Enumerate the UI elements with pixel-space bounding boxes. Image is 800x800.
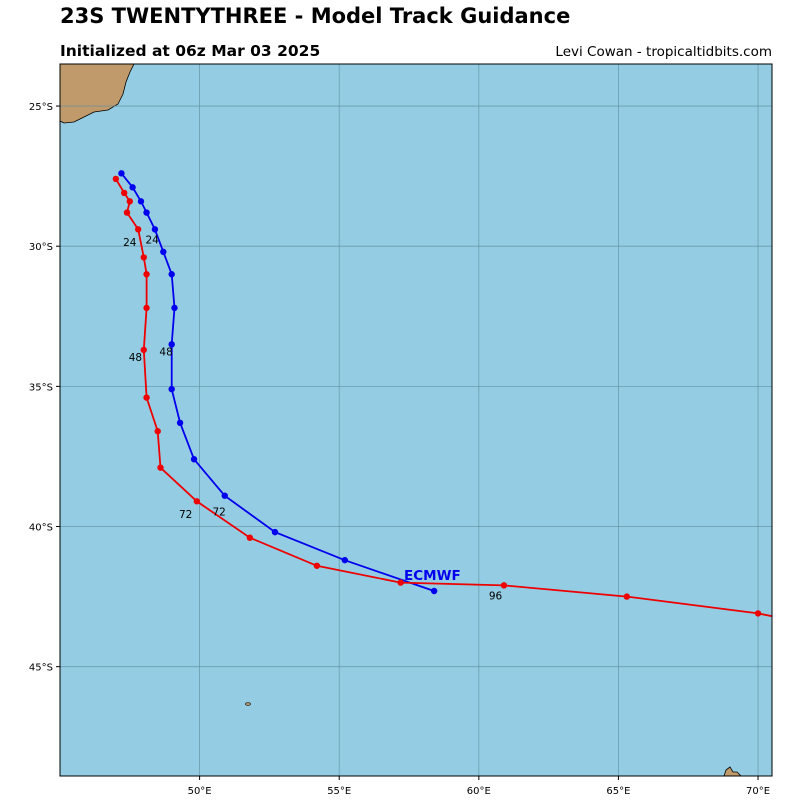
forecast-hour-label: 24 [123, 237, 137, 249]
track-point-blue [190, 456, 198, 463]
track-point-blue [171, 304, 178, 312]
track-point-red [154, 428, 161, 435]
track-point-red [143, 271, 150, 278]
track-line-red [115, 178, 772, 618]
track-point-red [140, 346, 147, 354]
track-point-red [313, 562, 321, 569]
madagascar-landmass [60, 64, 135, 124]
track-point-blue [176, 419, 184, 427]
track-point-blue [221, 492, 228, 499]
track-point-blue [151, 226, 159, 233]
track-point-blue [160, 248, 167, 256]
island-landmass [723, 766, 742, 776]
tracks-layer [112, 170, 772, 618]
y-tick-label: 40°S [29, 523, 53, 534]
y-tick-label: 35°S [29, 382, 53, 393]
track-point-red [193, 498, 201, 505]
axis-ticks: 50°E 55°E 60°E 65°E 70°E 25°S 30°S 35°S 40°S 45°S [29, 102, 770, 797]
track-point-red [140, 254, 147, 261]
track-point-blue [271, 528, 279, 536]
track-point-red [246, 534, 254, 541]
chart-subtitle: Initialized at 06z Mar 03 2025 [60, 42, 321, 60]
track-point-red [157, 464, 164, 471]
ocean-background [60, 64, 772, 776]
hour-labels-layer: 24 48 72 24 48 72 96 [123, 234, 502, 602]
islet-landmass [245, 702, 251, 706]
track-point-red [500, 582, 508, 589]
track-point-blue [341, 556, 348, 564]
track-point-blue [168, 271, 175, 278]
track-point-blue [118, 170, 125, 177]
x-tick-label: 65°E [606, 786, 630, 797]
track-point-red [112, 175, 120, 183]
y-tick-label: 25°S [29, 102, 53, 113]
track-point-red [121, 189, 128, 197]
track-point-red [143, 394, 150, 401]
forecast-hour-label: 96 [489, 590, 503, 602]
track-point-blue [430, 587, 438, 595]
x-tick-label: 60°E [467, 786, 491, 797]
forecast-hour-label: 24 [145, 234, 159, 246]
forecast-hour-label: 72 [179, 509, 192, 521]
x-tick-label: 50°E [188, 786, 212, 797]
track-point-blue [129, 184, 136, 191]
forecast-hour-label: 48 [159, 347, 172, 359]
track-point-blue [143, 209, 150, 216]
y-tick-label: 30°S [29, 242, 53, 253]
forecast-hour-label: 72 [212, 506, 225, 518]
model-label-ecmwf: ECMWF [404, 568, 461, 584]
track-point-red [123, 209, 131, 216]
graticule [60, 64, 772, 776]
x-tick-label: 55°E [327, 786, 351, 797]
track-point-red [126, 198, 134, 205]
chart-title: 23S TWENTYTHREE - Model Track Guidance [60, 4, 571, 28]
credit-text: Levi Cowan - tropicaltidbits.com [555, 44, 772, 60]
track-point-blue [168, 385, 175, 393]
track-point-red [754, 610, 762, 617]
track-point-red [397, 579, 404, 586]
track-point-red [134, 226, 142, 233]
track-point-blue [137, 198, 145, 205]
y-tick-label: 45°S [29, 663, 53, 674]
track-line-blue [120, 172, 435, 592]
map-frame [59, 63, 773, 777]
track-point-red [623, 593, 631, 600]
track-point-blue [168, 341, 175, 348]
track-point-red [143, 304, 150, 312]
x-tick-label: 70°E [746, 786, 770, 797]
forecast-hour-label: 48 [129, 352, 142, 364]
